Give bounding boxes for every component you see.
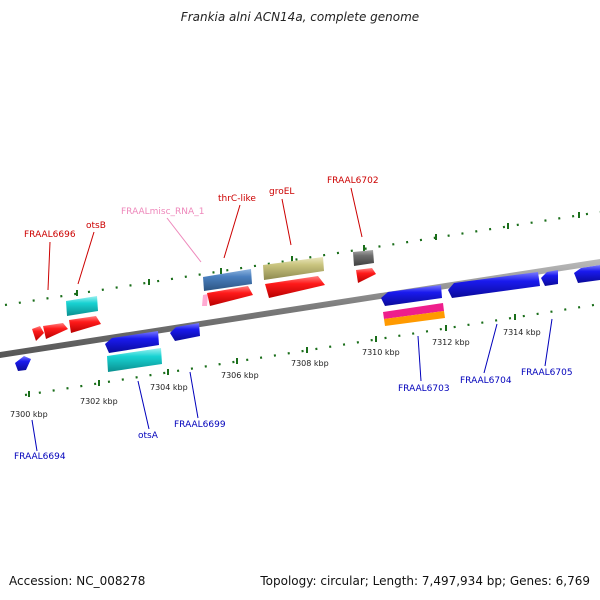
- gene-fraal6702-gray[interactable]: [353, 250, 374, 266]
- upper-ruler-track: [4, 210, 600, 307]
- tick-label-7300: 7300 kbp: [10, 410, 48, 419]
- tick-label-7304: 7304 kbp: [150, 383, 188, 392]
- gene-fraalmisc-rna[interactable]: [202, 294, 208, 306]
- gene-thrc-like-steel[interactable]: [203, 269, 252, 291]
- tick-label-7308: 7308 kbp: [291, 359, 329, 368]
- label-otsa[interactable]: otsA: [138, 431, 159, 441]
- gene-fraal6704[interactable]: [448, 272, 540, 298]
- reverse-strand-genes: [15, 265, 600, 372]
- accession-text: Accession: NC_008278: [9, 574, 146, 588]
- gene-fraal6703-orange[interactable]: [384, 311, 445, 326]
- tick-label-7306: 7306 kbp: [221, 371, 259, 380]
- label-fraal6699[interactable]: FRAAL6699: [174, 420, 226, 430]
- gene-edge-right[interactable]: [574, 265, 600, 283]
- gene-fraal6705[interactable]: [541, 270, 558, 286]
- label-fraal6694[interactable]: FRAAL6694: [14, 452, 66, 462]
- label-fraal6703[interactable]: FRAAL6703: [398, 384, 450, 394]
- gene-fraal6696[interactable]: [32, 326, 44, 341]
- tick-label-7312: 7312 kbp: [432, 338, 470, 347]
- label-leaders: [31, 187, 553, 452]
- label-fraal6705[interactable]: FRAAL6705: [521, 368, 573, 378]
- gene-fraal6699[interactable]: [170, 323, 200, 341]
- tick-label-7310: 7310 kbp: [362, 348, 400, 357]
- label-fraal6704[interactable]: FRAAL6704: [460, 376, 512, 386]
- genome-summary-text: Topology: circular; Length: 7,497,934 bp…: [260, 574, 590, 588]
- gene-otsb[interactable]: [69, 316, 101, 333]
- gene-fraal6702[interactable]: [356, 268, 376, 283]
- map-title: Frankia alni ACN14a, complete genome: [180, 10, 420, 24]
- gene-otsb-cyan[interactable]: [66, 296, 98, 316]
- label-thrc-like[interactable]: thrC-like: [218, 194, 256, 204]
- gene-fraal6694[interactable]: [15, 356, 31, 371]
- gene-groel-khaki[interactable]: [263, 257, 324, 280]
- gene-thrc-like[interactable]: [207, 286, 253, 306]
- gene-otsa-cyan[interactable]: [107, 348, 162, 372]
- label-fraal6702[interactable]: FRAAL6702: [327, 176, 379, 186]
- gene-fraal6703-magenta[interactable]: [383, 303, 444, 319]
- lower-ruler-track: [24, 302, 600, 397]
- gene-groel[interactable]: [265, 276, 325, 298]
- tick-labels: 7300 kbp 7302 kbp 7304 kbp 7306 kbp 7308…: [10, 328, 541, 419]
- label-fraal6696[interactable]: FRAAL6696: [24, 230, 76, 240]
- gene-fraal6696-b[interactable]: [43, 323, 68, 339]
- label-fraalmisc-rna[interactable]: FRAALmisc_RNA_1: [121, 207, 204, 217]
- forward-strand-genes: [32, 250, 376, 341]
- tick-label-7314: 7314 kbp: [503, 328, 541, 337]
- gene-fraal6703[interactable]: [381, 285, 442, 306]
- gene-labels: FRAAL6696 otsB FRAALmisc_RNA_1 thrC-like…: [14, 176, 573, 462]
- label-otsb[interactable]: otsB: [86, 221, 106, 231]
- tick-label-7302: 7302 kbp: [80, 397, 118, 406]
- gene-otsa[interactable]: [105, 331, 159, 353]
- label-groel[interactable]: groEL: [269, 187, 294, 197]
